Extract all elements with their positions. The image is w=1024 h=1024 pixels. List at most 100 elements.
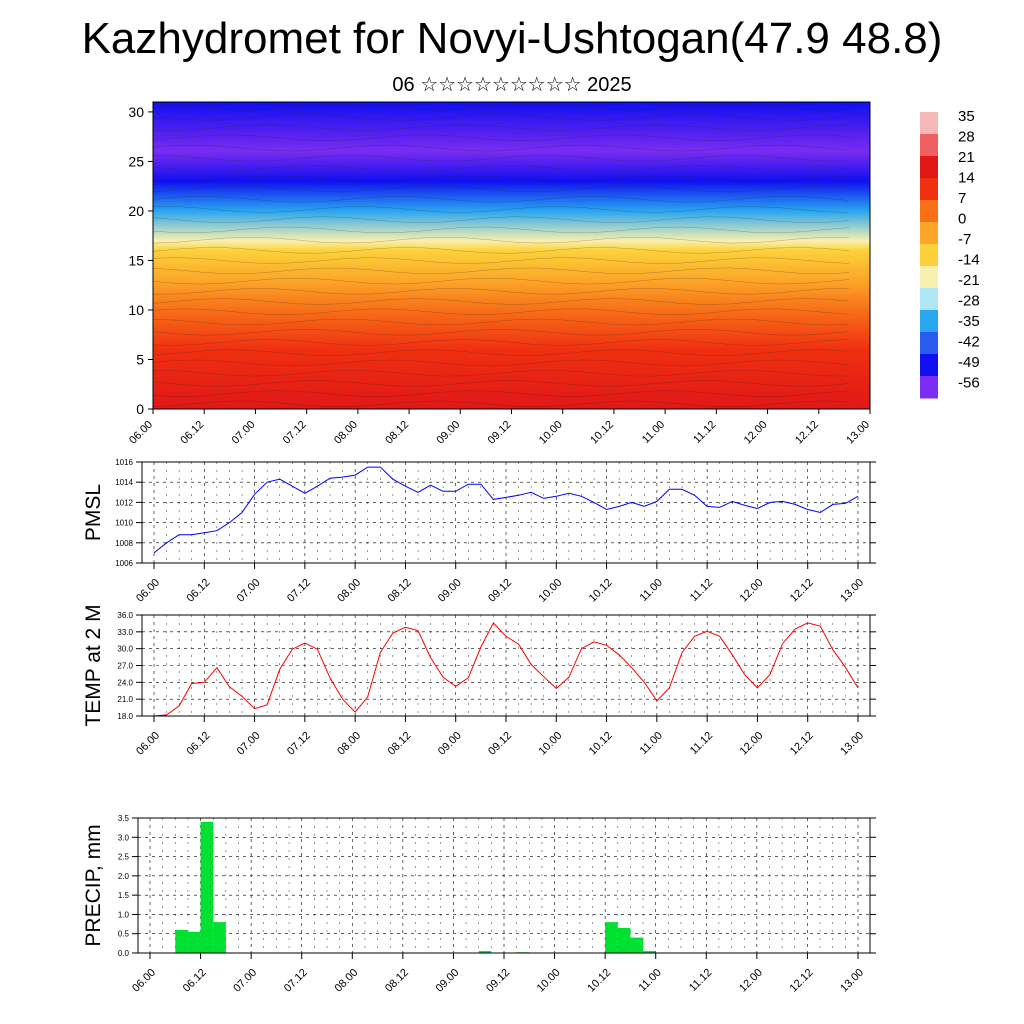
y-tick-label: 27.0 <box>117 662 133 671</box>
x-tick-label: 08.00 <box>335 730 363 758</box>
precip-bar <box>187 931 201 953</box>
x-tick-label: 09.12 <box>486 419 514 447</box>
x-tick-label: 07.00 <box>230 419 258 447</box>
contour-line <box>152 155 850 162</box>
y-tick-label: 30 <box>128 104 144 120</box>
contour-line <box>152 339 850 346</box>
y-tick-label: 18.0 <box>117 712 133 721</box>
colorbar-segment <box>920 200 938 223</box>
x-tick-label: 11.00 <box>638 730 665 757</box>
colorbar-label: -42 <box>958 334 980 351</box>
contour-line <box>152 380 850 387</box>
x-tick-label: 06.12 <box>178 419 206 447</box>
x-tick-label: 06.00 <box>127 419 155 447</box>
x-tick-label: 12.12 <box>788 967 816 995</box>
y-tick-label: 3.0 <box>118 833 130 842</box>
contour-line <box>152 257 850 264</box>
colorbar-segment <box>920 354 938 377</box>
contour-line <box>152 216 850 223</box>
y-tick-label: 2.0 <box>118 872 130 881</box>
x-tick-label: 12.00 <box>738 730 766 758</box>
temperature-colorbar: 35 28 21 14 7 0 -7 -14 -21 -28 -35 -42 -49 -56 <box>920 108 980 399</box>
x-tick-label: 09.12 <box>486 730 514 758</box>
contour-line <box>152 165 850 172</box>
x-tick-label: 10.12 <box>588 419 616 447</box>
x-tick-label: 11.12 <box>687 967 714 994</box>
x-tick-label: 12.12 <box>788 577 816 605</box>
colorbar-label: -35 <box>958 313 980 330</box>
x-tick-label: 12.00 <box>742 419 770 447</box>
contour-line <box>152 247 850 254</box>
precip-chart: 0.0 0.5 1.0 1.5 2.0 2.5 3.0 3.5 06.00 06.12 07.00 0… <box>82 814 876 995</box>
y-tick-label: 24.0 <box>117 678 133 687</box>
contour-line <box>152 144 850 152</box>
cross-section-heatmap: 0 5 10 15 20 25 30 06.00 06.12 07.00 07.12 08.00 08.… <box>127 101 872 447</box>
x-tick-label: 12.00 <box>737 967 765 995</box>
contour-line <box>152 175 850 182</box>
x-tick-label: 07.00 <box>235 730 263 758</box>
y-tick-label: 5 <box>136 351 144 367</box>
x-tick-label: 07.12 <box>281 419 309 447</box>
colorbar-segment <box>920 310 938 333</box>
contour-line <box>152 267 850 275</box>
x-tick-label: 11.00 <box>640 419 667 446</box>
colorbar-label: 28 <box>958 129 975 146</box>
x-tick-label: 10.12 <box>587 577 615 605</box>
x-tick-label: 06.12 <box>184 577 212 605</box>
x-tick-label: 11.12 <box>691 419 718 446</box>
colorbar-label: 14 <box>958 170 975 187</box>
y-tick-label: 1016 <box>115 458 133 467</box>
x-tick-label: 08.12 <box>383 419 411 447</box>
heatmap-fill <box>153 102 870 409</box>
x-tick-label: 13.00 <box>838 967 866 995</box>
colorbar-label: 7 <box>958 190 966 207</box>
contour-line <box>152 236 850 244</box>
y-tick-label: 25 <box>128 153 144 169</box>
x-tick-label: 11.00 <box>638 577 665 604</box>
colorbar-label: 0 <box>958 211 966 228</box>
contour-line <box>152 329 850 336</box>
y-tick-label: 30.0 <box>117 645 133 654</box>
x-tick-label: 06.12 <box>181 967 209 995</box>
x-tick-label: 09.00 <box>434 967 462 995</box>
contour-line <box>152 349 850 356</box>
x-tick-label: 12.12 <box>788 730 816 758</box>
y-tick-label: 1.5 <box>118 891 130 900</box>
x-tick-label: 11.12 <box>688 730 715 757</box>
pmsl-chart: 1006 1008 1010 1012 1014 1016 06.00 06.12 07.00 0… <box>82 458 876 605</box>
contour-line <box>152 308 850 315</box>
y-tick-label: 33.0 <box>117 628 133 637</box>
contour-line <box>152 390 850 397</box>
precip-bar <box>617 927 631 953</box>
y-tick-label: 1014 <box>115 478 133 487</box>
y-tick-label: 10 <box>128 302 144 318</box>
colorbar-segment <box>920 266 938 289</box>
y-tick-label: 21.0 <box>117 695 133 704</box>
colorbar-segment <box>920 134 938 157</box>
x-tick-label: 09.12 <box>486 577 514 605</box>
x-tick-label: 08.12 <box>386 577 414 605</box>
contour-line <box>152 369 850 377</box>
colorbar-label: -21 <box>958 272 980 289</box>
x-tick-label: 13.00 <box>844 419 872 447</box>
colorbar-label: -7 <box>958 231 971 248</box>
colorbar-label: -49 <box>958 354 980 371</box>
x-tick-label: 08.00 <box>332 967 360 995</box>
x-tick-label: 12.12 <box>793 419 821 447</box>
contour-line <box>152 195 850 203</box>
y-tick-label: 1012 <box>115 498 133 507</box>
x-tick-label: 10.12 <box>585 967 613 995</box>
x-tick-label: 07.12 <box>285 730 313 758</box>
contour-line <box>152 288 850 295</box>
x-tick-label: 13.00 <box>838 730 866 758</box>
x-tick-label: 07.12 <box>282 967 310 995</box>
x-tick-label: 08.00 <box>332 419 360 447</box>
precip-bar <box>213 922 226 953</box>
contour-line <box>152 318 850 326</box>
colorbar-label: 35 <box>958 108 975 125</box>
x-tick-label: 11.00 <box>636 967 663 994</box>
figure-subtitle: 06 ☆☆☆☆☆☆☆☆☆ 2025 <box>392 74 632 96</box>
x-tick-label: 10.00 <box>536 577 564 605</box>
x-tick-label: 06.00 <box>130 967 158 995</box>
